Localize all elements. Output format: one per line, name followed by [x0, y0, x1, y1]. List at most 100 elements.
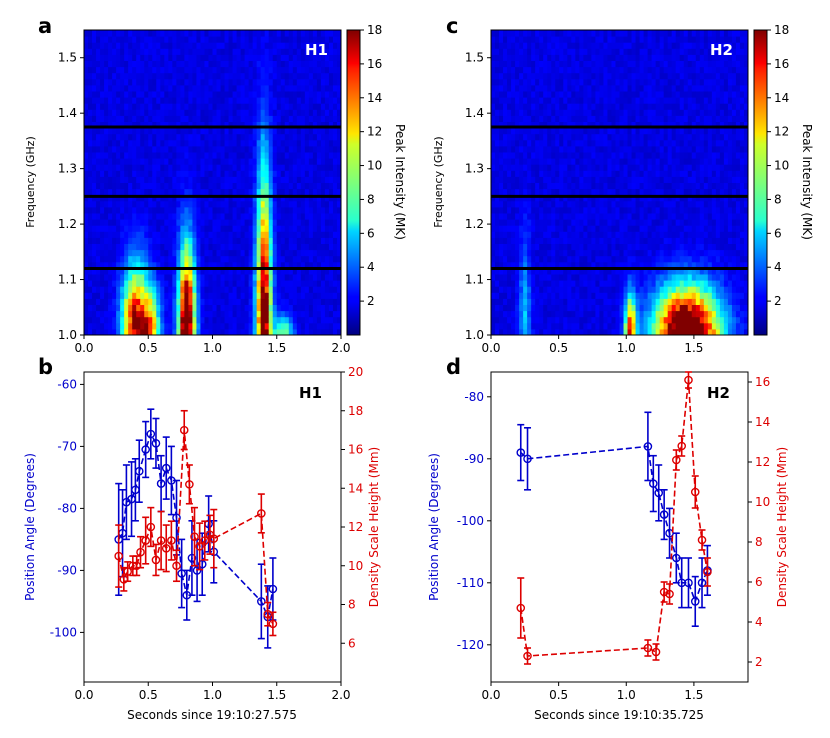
heatmap-cell: [236, 188, 242, 196]
heatmap-cell: [595, 133, 600, 141]
heatmap-cell: [184, 231, 189, 238]
heatmap-cell: [503, 310, 508, 318]
heatmap-cell: [232, 145, 238, 153]
heatmap-cell: [88, 176, 93, 183]
heatmap-cell: [208, 322, 213, 330]
heatmap-cell: [312, 231, 318, 238]
heatmap-cell: [228, 310, 234, 318]
heatmap-cell: [92, 219, 97, 226]
heatmap-cell: [120, 54, 125, 61]
heatmap-cell: [627, 219, 633, 226]
heatmap-cell: [236, 36, 242, 43]
heatmap-cell: [563, 145, 568, 153]
heatmap-cell: [300, 225, 306, 232]
heatmap-cell: [336, 267, 342, 275]
heatmap-cell: [535, 158, 540, 165]
heatmap-cell: [575, 298, 580, 305]
heatmap-cell: [499, 255, 504, 263]
heatmap-cell: [208, 109, 213, 116]
heatmap-cell: [304, 286, 310, 293]
heatmap-cell: [188, 267, 193, 275]
heatmap-cell: [567, 298, 572, 305]
heatmap-cell: [168, 176, 173, 183]
heatmap-cell: [288, 200, 294, 208]
heatmap-cell: [88, 243, 93, 251]
heatmap-cell: [212, 200, 218, 208]
heatmap-cell: [288, 231, 294, 238]
heatmap-cell: [288, 127, 294, 135]
heatmap-cell: [611, 60, 616, 68]
heatmap-cell: [531, 255, 536, 263]
heatmap-cell: [304, 42, 310, 49]
heatmap-cell: [304, 84, 310, 92]
heatmap-cell: [595, 304, 600, 312]
heatmap-cell: [208, 243, 213, 251]
heatmap-cell: [176, 274, 181, 281]
heatmap-cell: [316, 194, 322, 202]
heatmap-cell: [332, 60, 338, 68]
heatmap-cell: [248, 78, 254, 86]
heatmap-cell: [603, 133, 608, 141]
heatmap-cell: [204, 91, 209, 98]
heatmap-cell: [200, 72, 205, 80]
heatmap-cell: [132, 292, 137, 299]
heatmap-cell: [607, 328, 612, 336]
heatmap-cell: [515, 237, 520, 244]
heatmap-cell: [168, 316, 173, 324]
heatmap-cell: [240, 84, 246, 92]
heatmap-cell: [152, 109, 157, 116]
heatmap-cell: [96, 170, 101, 177]
heatmap-cell: [92, 255, 97, 263]
heatmap-cell: [507, 182, 512, 190]
heatmap-cell: [124, 60, 129, 68]
heatmap-cell: [583, 84, 588, 92]
heatmap-cell: [140, 133, 145, 141]
heatmap-cell: [308, 286, 314, 293]
heatmap-cell: [160, 121, 165, 129]
heatmap-cell: [136, 261, 141, 269]
heatmap-cell: [148, 164, 153, 171]
heatmap-cell: [256, 30, 262, 37]
heatmap-cell: [212, 255, 218, 263]
heatmap-cell: [280, 48, 286, 55]
heatmap-cell: [268, 304, 274, 312]
heatmap-cell: [144, 280, 149, 287]
heatmap-cell: [184, 206, 189, 214]
heatmap-cell: [200, 42, 205, 49]
heatmap-cell: [140, 72, 145, 80]
heatmap-cell: [527, 261, 532, 269]
heatmap-cell: [184, 72, 189, 80]
heatmap-cell: [300, 298, 306, 305]
heatmap-cell: [188, 30, 193, 37]
heatmap-cell: [156, 237, 161, 244]
heatmap-cell: [336, 48, 342, 55]
heatmap-cell: [599, 292, 604, 299]
heatmap-cell: [144, 109, 149, 116]
heatmap-cell: [567, 158, 572, 165]
heatmap-cell: [575, 133, 580, 141]
heatmap-cell: [168, 91, 173, 98]
heatmap-cell: [88, 194, 93, 202]
heatmap-cell: [571, 310, 576, 318]
heatmap-cell: [188, 194, 193, 202]
heatmap-cell: [595, 66, 600, 74]
heatmap-cell: [495, 200, 500, 208]
heatmap-cell: [192, 188, 197, 196]
heatmap-cell: [615, 274, 620, 281]
heatmap-cell: [527, 328, 532, 336]
heatmap-cell: [272, 213, 278, 220]
heatmap-cell: [599, 298, 604, 305]
heatmap-cell: [168, 36, 173, 43]
heatmap-cell: [192, 133, 197, 141]
heatmap-cell: [100, 139, 105, 147]
heatmap-cell: [328, 206, 334, 214]
heatmap-cell: [591, 30, 596, 37]
heatmap-cell: [92, 133, 97, 141]
heatmap-cell: [559, 121, 564, 129]
heatmap-cell: [164, 133, 169, 141]
heatmap-cell: [172, 30, 177, 37]
heatmap-cell: [84, 78, 89, 86]
heatmap-cell: [611, 109, 616, 116]
heatmap-cell: [284, 194, 290, 202]
heatmap-cell: [216, 164, 222, 171]
